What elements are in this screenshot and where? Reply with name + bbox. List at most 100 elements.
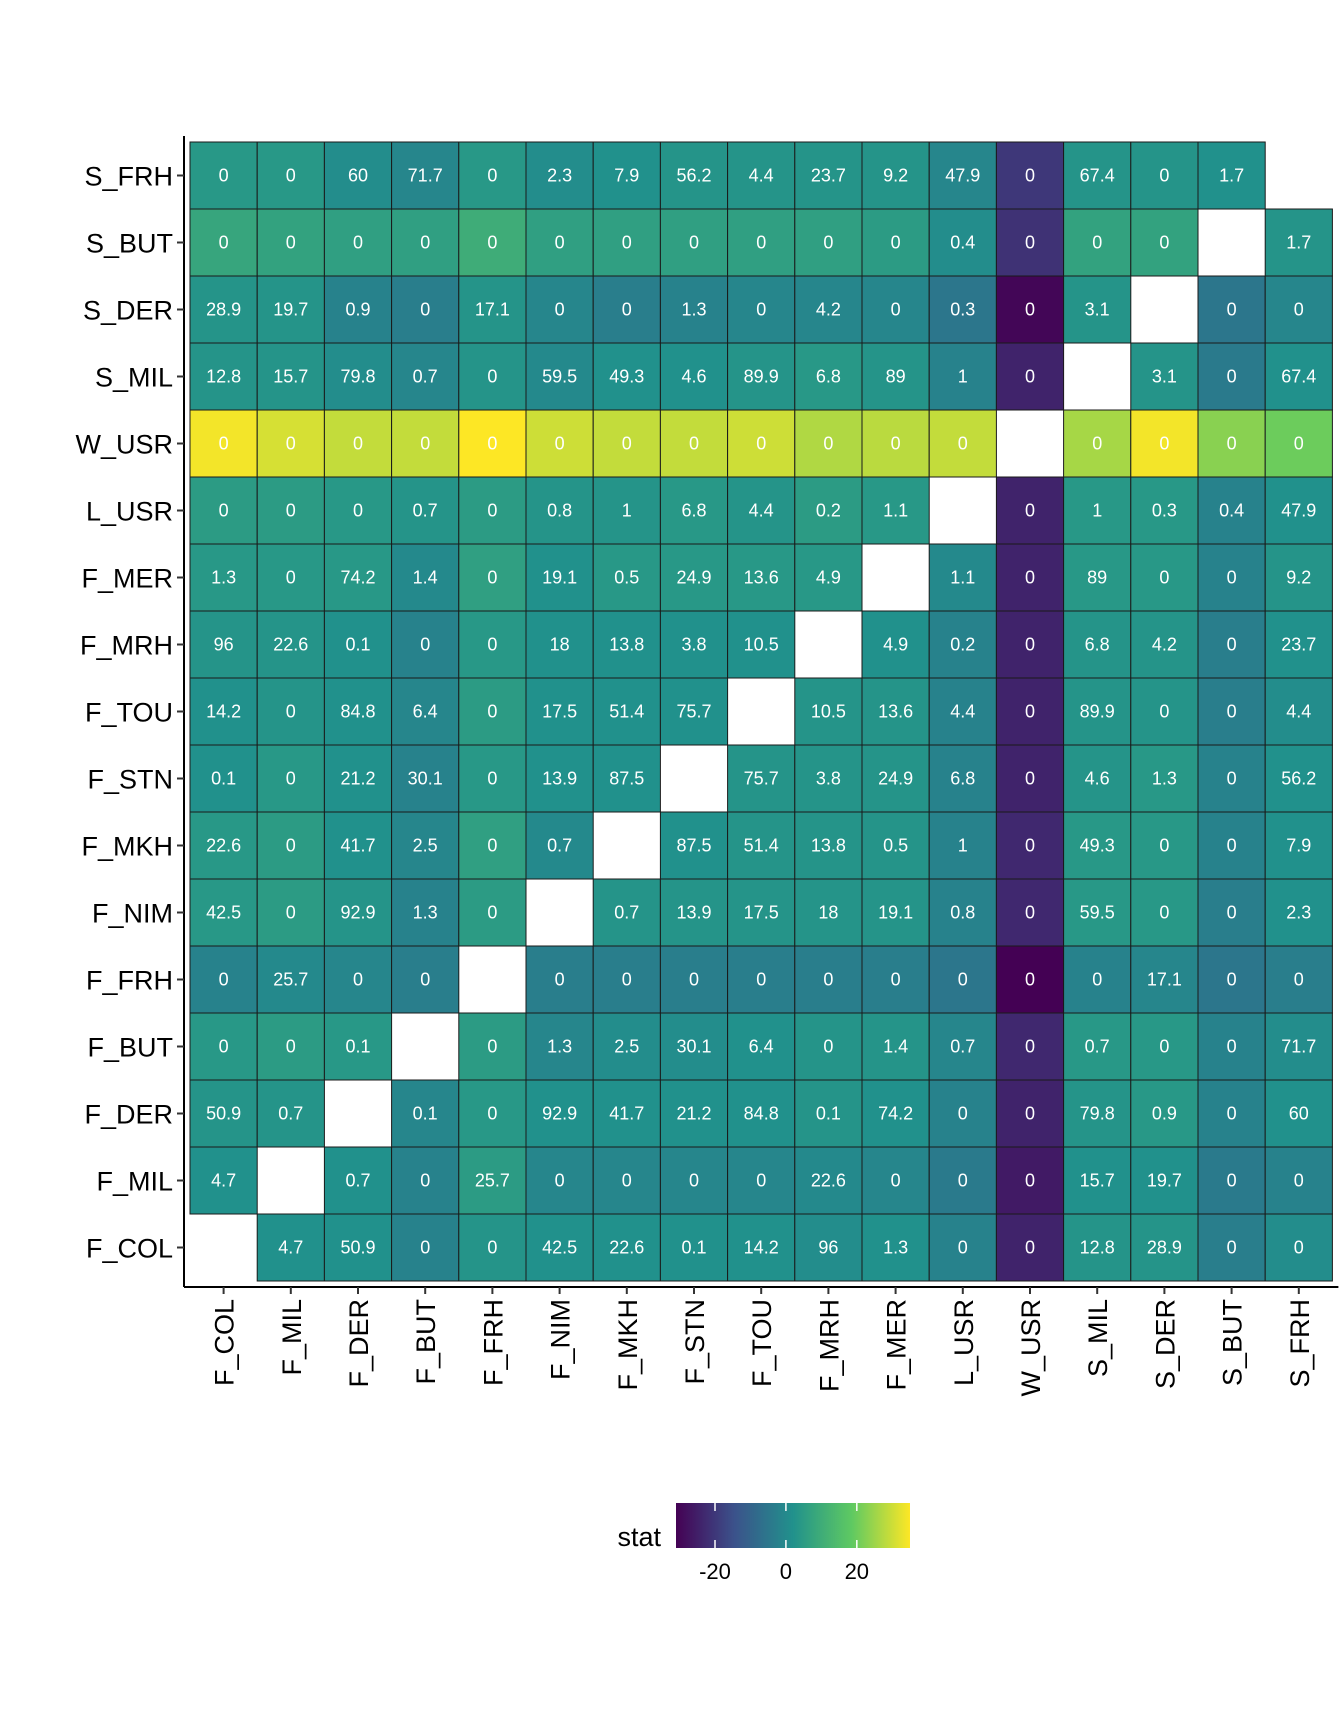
cell-value-label: 89.9 — [1080, 702, 1115, 722]
cell-value-label: 19.7 — [273, 300, 308, 320]
cell-value-label: 56.2 — [676, 166, 711, 186]
cell-value-label: 51.4 — [609, 702, 644, 722]
heatmap-cell — [323, 1012, 393, 1081]
heatmap-cell — [592, 878, 661, 947]
heatmap-cell — [256, 141, 325, 210]
heatmap-cell — [391, 811, 460, 880]
heatmap-cell — [592, 744, 661, 813]
cell-value-label: 6.8 — [1085, 635, 1110, 655]
heatmap-cell — [189, 945, 258, 1014]
heatmap-cell — [1063, 1012, 1132, 1081]
heatmap-cell — [391, 677, 460, 746]
heatmap-cell — [189, 543, 258, 612]
cell-value-label: 0 — [1159, 903, 1169, 923]
cell-value-label: 0 — [219, 233, 229, 253]
y-tick-label: S_DER — [83, 296, 173, 326]
cell-value-label: 0 — [823, 233, 833, 253]
heatmap-cell — [928, 1012, 997, 1081]
cell-value-label: 1.3 — [547, 1037, 572, 1057]
cell-value-label: 0.3 — [1152, 501, 1177, 521]
heatmap-cell — [525, 677, 594, 746]
cell-value-label: 0 — [420, 970, 430, 990]
cell-value-label: 0 — [353, 970, 363, 990]
cell-value-label: 0 — [689, 434, 699, 454]
cell-value-label: 0 — [1025, 233, 1035, 253]
heatmap-cell — [861, 677, 930, 746]
heatmap-cell — [189, 811, 258, 880]
cell-value-label: 28.9 — [1147, 1238, 1182, 1258]
cell-value-label: 0 — [823, 970, 833, 990]
heatmap-cell — [525, 275, 594, 344]
cell-value-label: 0 — [487, 635, 497, 655]
heatmap-cell — [189, 878, 258, 947]
cell-value-label: 0.1 — [345, 635, 370, 655]
cell-value-label: 30.1 — [408, 769, 443, 789]
heatmap-cell — [1264, 878, 1333, 947]
cell-value-label: 1.7 — [1286, 233, 1311, 253]
cell-value-label: 4.9 — [883, 635, 908, 655]
heatmap-cells: 0 0 60 71.7 0 2.3 7.9 56.2 4.4 23.7 9.2 47.9 0 67.4 0 1… — [189, 141, 1333, 1282]
heatmap-cell — [659, 945, 729, 1014]
heatmap-cell — [458, 1079, 527, 1148]
heatmap-cell — [525, 543, 594, 612]
heatmap-cell — [1264, 1213, 1333, 1282]
cell-value-label: 13.9 — [676, 903, 711, 923]
heatmap-cell — [256, 878, 325, 947]
heatmap-cell — [1264, 1146, 1333, 1215]
cell-value-label: 0 — [420, 1171, 430, 1191]
cell-value-label: 19.7 — [1147, 1171, 1182, 1191]
cell-value-label: 0 — [487, 367, 497, 387]
cell-value-label: 71.7 — [408, 166, 443, 186]
cell-value-label: 50.9 — [206, 1104, 241, 1124]
cell-value-label: 4.7 — [211, 1171, 236, 1191]
cell-value-label: 0.2 — [950, 635, 975, 655]
heatmap-cell — [1063, 811, 1132, 880]
cell-value-label: 25.7 — [273, 970, 308, 990]
x-tick-label: F_MER — [882, 1299, 912, 1391]
heatmap-cell — [391, 275, 460, 344]
heatmap-cell — [1063, 744, 1132, 813]
cell-value-label: 4.4 — [950, 702, 975, 722]
cell-value-label: 25.7 — [475, 1171, 510, 1191]
cell-value-label: 0 — [286, 434, 296, 454]
cell-value-label: 67.4 — [1281, 367, 1316, 387]
cell-value-label: 13.9 — [542, 769, 577, 789]
cell-value-label: 0 — [1227, 1171, 1237, 1191]
heatmap-cell — [727, 1079, 796, 1148]
cell-value-label: 0.2 — [816, 501, 841, 521]
cell-value-label: 6.4 — [413, 702, 438, 722]
cell-value-label: 0 — [1227, 434, 1237, 454]
heatmap-cell — [1130, 610, 1199, 679]
x-tick-label: F_MKH — [613, 1299, 643, 1391]
heatmap-cell — [928, 543, 997, 612]
heatmap-cell — [659, 1146, 729, 1215]
cell-value-label: 71.7 — [1281, 1037, 1316, 1057]
heatmap-cell — [659, 811, 729, 880]
cell-value-label: 0 — [353, 233, 363, 253]
cell-value-label: 0 — [1159, 233, 1169, 253]
heatmap-cell — [1264, 945, 1333, 1014]
x-tick-label: S_DER — [1150, 1299, 1180, 1389]
heatmap-cell — [1197, 945, 1266, 1014]
heatmap-cell — [1130, 208, 1199, 277]
heatmap-cell — [928, 610, 997, 679]
cell-value-label: 2.5 — [413, 836, 438, 856]
cell-value-label: 75.7 — [744, 769, 779, 789]
x-tick-label: F_BUT — [411, 1299, 441, 1385]
y-tick-label: F_STN — [87, 765, 173, 795]
cell-value-label: 96 — [818, 1238, 838, 1258]
cell-value-label: 19.1 — [542, 568, 577, 588]
heatmap-cell — [1197, 811, 1266, 880]
cell-value-label: 56.2 — [1281, 769, 1316, 789]
heatmap-cell — [1063, 409, 1132, 478]
heatmap-cell — [659, 275, 729, 344]
cell-value-label: 0 — [891, 970, 901, 990]
heatmap-cell — [1264, 677, 1333, 746]
cell-value-label: 0 — [286, 769, 296, 789]
cell-value-label: 0.1 — [413, 1104, 438, 1124]
cell-value-label: 24.9 — [676, 568, 711, 588]
y-tick-label: F_MIL — [96, 1167, 173, 1197]
heatmap-cell — [323, 141, 393, 210]
heatmap-cell — [525, 1079, 594, 1148]
y-tick-label: F_TOU — [85, 698, 173, 728]
